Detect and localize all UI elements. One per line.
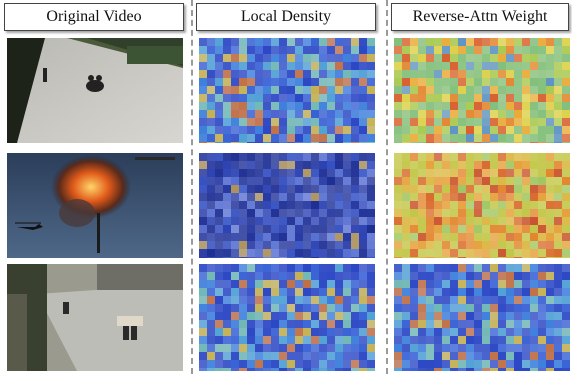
column-local-density: Local Density [196, 0, 382, 374]
column-reverse-attn-weight: Reverse-Attn Weight [391, 0, 572, 374]
heatmap-density-road [199, 38, 375, 143]
video-frame-road [7, 38, 183, 143]
column-header: Original Video [4, 3, 184, 31]
heatmap-density-street [199, 264, 375, 371]
heatmap-density-explosion [199, 153, 375, 258]
column-header: Reverse-Attn Weight [391, 3, 569, 31]
column-header: Local Density [196, 3, 376, 31]
column-original-video: Original Video [4, 0, 190, 374]
column-divider [191, 0, 193, 374]
heatmap-attn-road [394, 38, 570, 143]
column-divider [386, 0, 388, 374]
heatmap-attn-street [394, 264, 570, 371]
video-frame-street [7, 264, 183, 371]
video-frame-explosion [7, 153, 183, 258]
heatmap-attn-explosion [394, 153, 570, 258]
